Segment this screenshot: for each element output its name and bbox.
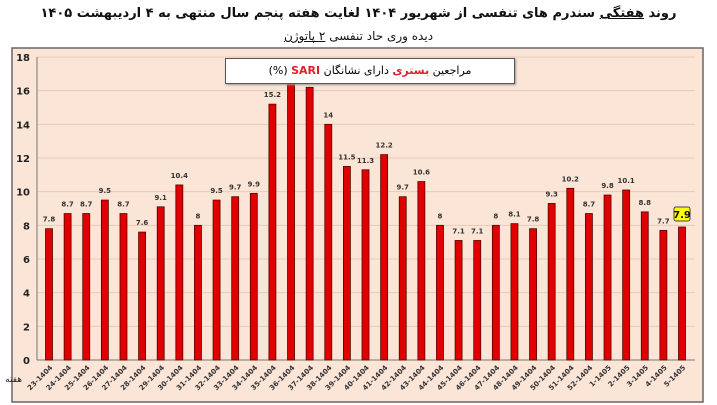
bar [622, 189, 631, 361]
bar [473, 240, 482, 361]
data-label: 8.8 [639, 199, 652, 207]
bar [547, 203, 556, 361]
subtitle-part: دیده وری حاد تنفسی [325, 29, 434, 43]
y-tick-label: 10 [16, 188, 30, 199]
bar [249, 192, 258, 361]
data-label: 7.1 [452, 227, 465, 235]
y-tick-label: 12 [16, 154, 30, 165]
legend-text-highlight: بستری [392, 64, 430, 77]
data-label: 8.7 [61, 201, 74, 209]
bar [566, 187, 575, 361]
legend-text: دارای نشانگان [320, 64, 393, 77]
data-label: 10.4 [171, 172, 188, 180]
data-label: 8 [493, 212, 498, 220]
data-label: 8.7 [117, 201, 130, 209]
chart-subtitle: دیده وری حاد تنفسی ۲ پاتوژن [0, 27, 717, 45]
bar [45, 228, 53, 361]
data-label: 7.7 [657, 217, 670, 225]
bar [454, 240, 463, 361]
bar [417, 181, 426, 361]
data-label: 9.5 [210, 187, 223, 195]
data-label: 9.8 [601, 182, 614, 190]
bar [287, 73, 295, 361]
y-tick-label: 2 [23, 322, 30, 333]
bar [398, 196, 407, 361]
data-label: 9.9 [248, 180, 261, 188]
bar [342, 166, 351, 361]
data-label: 9.5 [99, 187, 112, 195]
bar [305, 86, 314, 361]
bar [138, 231, 146, 361]
data-label: 10.2 [562, 175, 579, 183]
bar [659, 229, 668, 361]
bar [194, 224, 202, 361]
y-tick-label: 4 [23, 289, 30, 300]
data-label: 15.2 [264, 91, 281, 99]
x-axis-label: هفته [5, 375, 22, 385]
data-label: 10.1 [618, 177, 635, 185]
bar [510, 223, 519, 361]
data-label: 14 [323, 111, 333, 119]
data-label: 7.9 [673, 210, 691, 221]
y-tick-label: 14 [16, 120, 30, 131]
bar [175, 184, 184, 361]
bar [603, 194, 612, 361]
data-label: 8 [438, 212, 443, 220]
bar [585, 213, 593, 361]
data-label: 12.2 [375, 142, 392, 150]
y-tick-label: 6 [23, 255, 30, 266]
bar [640, 211, 649, 361]
legend-text-highlight: SARI [291, 64, 321, 77]
data-label: 9.7 [397, 184, 410, 192]
bar [380, 154, 389, 361]
bar [212, 199, 221, 361]
bar [361, 169, 370, 361]
data-label: 7.8 [527, 216, 540, 224]
data-label: 8.7 [583, 201, 596, 209]
data-label: 11.3 [357, 157, 374, 165]
data-label: 7.1 [471, 227, 484, 235]
data-label: 7.8 [43, 216, 56, 224]
y-tick-label: 0 [23, 356, 30, 367]
bar [436, 224, 444, 361]
bar [324, 123, 333, 361]
bar [268, 103, 277, 361]
bar [529, 228, 537, 361]
bar [491, 224, 500, 361]
legend: مراجعین بستری دارای نشانگان SARI (%) [225, 58, 515, 84]
highlight-label-box [673, 206, 691, 222]
bar [156, 206, 165, 361]
chart-title: روند هفتگی سندرم های تنفسی از شهریور ۱۴۰… [0, 3, 717, 25]
bar [119, 213, 128, 361]
data-label: 8 [196, 212, 201, 220]
data-label: 11.5 [338, 153, 355, 161]
data-label: 9.7 [229, 184, 242, 192]
bar [231, 196, 240, 361]
legend-text: (%) [268, 64, 292, 77]
y-tick-label: 18 [16, 53, 30, 64]
legend-text: مراجعین [429, 64, 472, 77]
subtitle-underlined: ۲ پاتوژن [283, 29, 326, 43]
data-label: 8.7 [80, 201, 93, 209]
bar [100, 199, 109, 361]
bar [82, 213, 91, 361]
title-part: سندرم های تنفسی از شهریور ۱۴۰۴ لغایت هفت… [40, 6, 600, 21]
title-underlined: هفتگی [599, 6, 645, 21]
data-label: 8.1 [508, 211, 521, 219]
y-tick-label: 8 [23, 221, 30, 232]
bar [678, 226, 686, 361]
data-label: 9.1 [155, 194, 168, 202]
data-label: 10.6 [413, 169, 430, 177]
title-part: روند [644, 6, 677, 21]
data-label: 7.6 [136, 219, 149, 227]
data-label: 9.3 [545, 190, 558, 198]
bar [63, 213, 72, 361]
y-tick-label: 16 [16, 87, 30, 98]
